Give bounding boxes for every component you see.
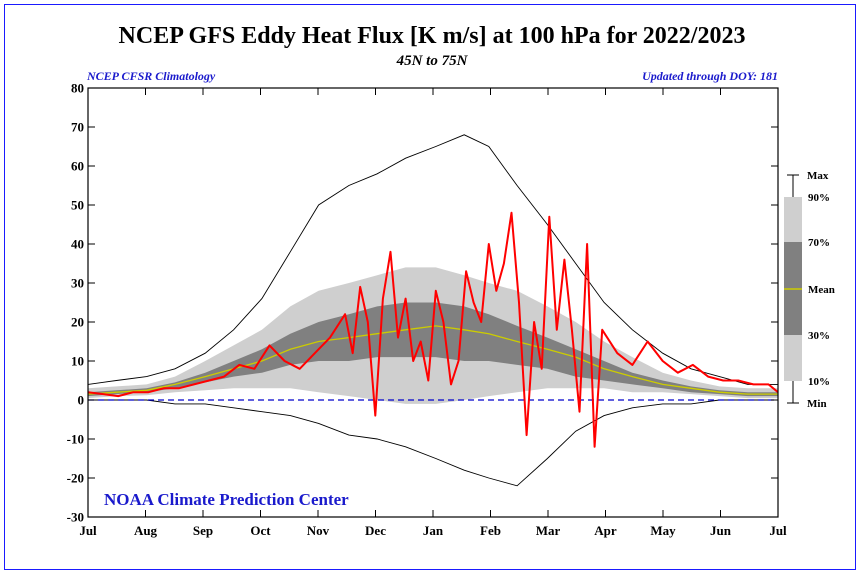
y-tick-label: 70 [71, 120, 84, 135]
x-tick-label: Jul [769, 523, 787, 538]
chart-subtitle: 45N to 75N [396, 53, 468, 69]
y-tick-label: 30 [71, 276, 84, 291]
x-tick-label: Apr [594, 523, 617, 538]
y-tick-label: 20 [71, 315, 84, 330]
x-tick-label: May [650, 523, 676, 538]
x-tick-label: Jan [423, 523, 444, 538]
credit-label: NOAA Climate Prediction Center [104, 490, 349, 509]
legend-label: Mean [808, 284, 835, 296]
band-30-70 [88, 302, 778, 397]
y-tick-label: 0 [78, 393, 85, 408]
legend-label: Max [807, 170, 829, 182]
legend-label: 70% [808, 237, 830, 249]
legend-label: 90% [808, 192, 830, 204]
y-tick-label: -30 [67, 510, 84, 525]
x-tick-label: Nov [307, 523, 330, 538]
legend: Max 90% 70% Mean 30% 10% Min [784, 170, 835, 410]
x-tick-label: Jun [710, 523, 732, 538]
x-tick-label: Oct [250, 523, 271, 538]
plot-area [88, 134, 778, 487]
y-tick-label: 40 [71, 237, 84, 252]
x-tick-label: Sep [193, 523, 213, 538]
x-tick-label: Aug [134, 523, 158, 538]
y-tick-label: 60 [71, 159, 84, 174]
x-tick-label: Feb [480, 523, 501, 538]
y-tick-label: 80 [71, 81, 84, 96]
x-tick-label: Mar [536, 523, 561, 538]
updated-note: Updated through DOY: 181 [642, 69, 778, 83]
y-tick-label: -20 [67, 471, 84, 486]
climatology-note: NCEP CFSR Climatology [87, 69, 216, 83]
x-tick-label: Dec [365, 523, 386, 538]
y-tick-label: 10 [71, 354, 84, 369]
y-tick-label: -10 [67, 432, 84, 447]
series-line-max [88, 134, 778, 385]
legend-label: Min [807, 398, 827, 410]
series-line-min [88, 399, 778, 487]
series-line-observed [88, 211, 778, 448]
x-tick-label: Jul [79, 523, 97, 538]
figure-frame [4, 4, 856, 570]
chart-title: NCEP GFS Eddy Heat Flux [K m/s] at 100 h… [118, 23, 746, 49]
legend-label: 30% [808, 330, 830, 342]
series-line-mean [88, 325, 778, 395]
legend-label: 10% [808, 376, 830, 388]
y-tick-label: 50 [71, 198, 84, 213]
